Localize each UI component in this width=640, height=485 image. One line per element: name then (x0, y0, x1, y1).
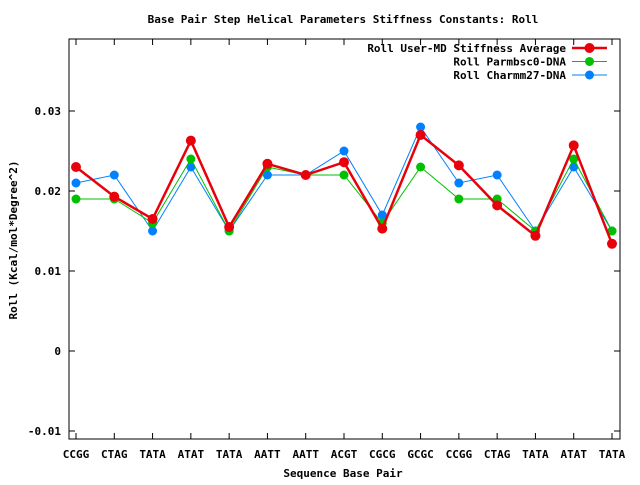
x-tick-label: TATA (139, 448, 166, 461)
data-point (148, 226, 158, 236)
data-point (453, 160, 464, 171)
x-tick-label: ACGT (331, 448, 358, 461)
data-point (607, 226, 617, 236)
legend-swatch-marker (585, 57, 594, 66)
y-tick-label: 0.02 (35, 185, 62, 198)
y-tick-label: 0 (54, 345, 61, 358)
data-point (377, 223, 388, 234)
legend-label: Roll User-MD Stiffness Average (367, 42, 566, 55)
legend-swatch-marker (584, 43, 595, 53)
x-tick-label: AATT (254, 448, 281, 461)
chart-title: Base Pair Step Helical Parameters Stiffn… (148, 13, 539, 26)
x-tick-label: CGCG (369, 448, 396, 461)
data-point (71, 178, 81, 188)
data-point (415, 130, 426, 140)
data-point (262, 170, 272, 180)
y-axis: -0.01 0 0.01 0.02 0.03 (28, 105, 620, 438)
x-tick-label: GCGC (407, 448, 434, 461)
x-axis-label: Sequence Base Pair (283, 467, 403, 480)
data-point (300, 170, 311, 180)
data-point (339, 157, 349, 168)
data-point (454, 178, 464, 188)
legend-label: Roll Charmm27-DNA (453, 69, 566, 82)
x-tick-label: CCGG (63, 448, 90, 461)
data-point (109, 191, 120, 202)
data-point (224, 222, 235, 232)
data-point (569, 162, 579, 172)
x-tick-label: AATT (292, 448, 319, 461)
data-point (262, 158, 273, 169)
data-point (569, 154, 579, 164)
legend-label: Roll Parmbsc0-DNA (453, 56, 566, 69)
x-tick-label: CCGG (446, 448, 473, 461)
y-axis-label: Roll (Kcal/mol*Degree^2) (7, 161, 20, 320)
data-point (186, 154, 196, 164)
data-point (71, 162, 81, 172)
data-point (568, 140, 579, 151)
x-axis: CCGG CTAG TATA ATAT TATA AATT AATT ACGT CGCG GCGC… (63, 39, 626, 461)
x-tick-label: CTAG (101, 448, 128, 461)
y-tick-label: 0.03 (35, 105, 62, 118)
x-tick-label: TATA (216, 448, 243, 461)
series-layer (71, 122, 617, 249)
data-point (492, 200, 503, 211)
series-1 (71, 130, 617, 249)
x-tick-label: ATAT (560, 448, 587, 461)
data-point (492, 170, 502, 180)
data-point (185, 135, 196, 146)
x-tick-label: CTAG (484, 448, 511, 461)
data-point (339, 146, 349, 156)
data-point (454, 194, 464, 204)
data-point (186, 162, 196, 172)
y-tick-label: -0.01 (28, 425, 61, 438)
legend-swatch-marker (585, 70, 594, 80)
x-tick-label: TATA (599, 448, 626, 461)
data-point (416, 122, 426, 132)
x-tick-label: ATAT (178, 448, 205, 461)
data-point (147, 214, 158, 224)
data-point (71, 194, 81, 204)
data-point (109, 170, 119, 180)
data-point (416, 162, 426, 172)
data-point (377, 210, 387, 220)
data-point (339, 170, 349, 180)
data-point (607, 238, 617, 249)
data-point (530, 230, 541, 241)
y-tick-label: 0.01 (35, 265, 62, 278)
x-tick-label: TATA (522, 448, 549, 461)
